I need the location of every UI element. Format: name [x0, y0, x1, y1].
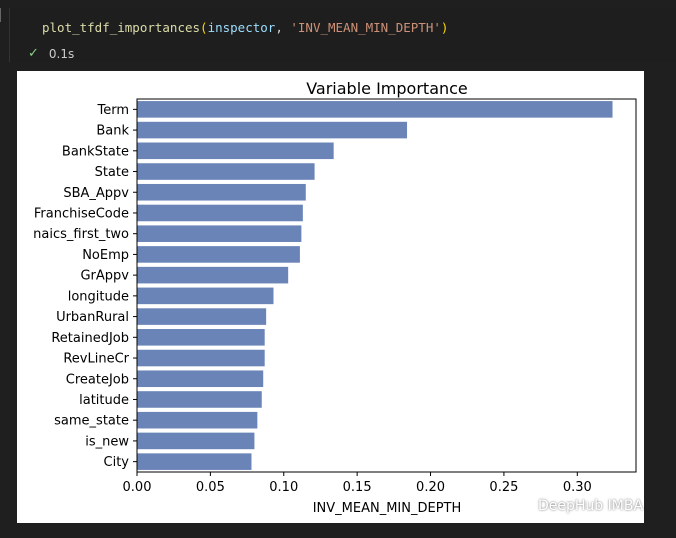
code-open-paren: ( — [200, 20, 208, 35]
y-tick-label: Term — [96, 103, 129, 118]
bar-Bank — [137, 121, 408, 139]
notebook-code-cell[interactable]: plot_tfdf_importances(inspector, 'INV_ME… — [9, 8, 676, 62]
y-tick-label: Bank — [96, 124, 129, 139]
y-tick-label: UrbanRural — [56, 310, 129, 325]
y-tick-label: naics_first_two — [33, 227, 129, 242]
cell-gutter-marker — [0, 8, 7, 22]
watermark-text: DeepHub IMBA — [538, 498, 644, 514]
code-line[interactable]: plot_tfdf_importances(inspector, 'INV_ME… — [42, 20, 448, 35]
code-arg-inspector: inspector — [207, 20, 276, 35]
bar-BankState — [137, 142, 334, 160]
code-function-name: plot_tfdf_importances — [42, 20, 201, 35]
bar-latitude — [137, 391, 262, 408]
execution-status: ✓ 0.1s — [28, 46, 74, 61]
x-tick-label: 0.30 — [563, 480, 592, 495]
code-arg-string: 'INV_MEAN_MIN_DEPTH' — [290, 20, 441, 35]
variable-importance-chart: Variable Importance Term Bank BankState Sta… — [33, 79, 637, 516]
y-tick-label: GrAppv — [80, 269, 129, 284]
plot-frame — [136, 98, 637, 473]
x-tick-label: 0.15 — [343, 480, 372, 495]
bar-longitude — [137, 287, 274, 305]
chart-title: Variable Importance — [306, 79, 468, 98]
y-tick-label: same_state — [54, 414, 129, 429]
bar-is_new — [137, 432, 255, 450]
bar-UrbanRural — [137, 308, 267, 325]
bar-State — [137, 163, 315, 180]
x-tick-label: 0.20 — [416, 480, 445, 495]
bar-RetainedJob — [137, 329, 265, 346]
y-tick-label: longitude — [68, 289, 129, 304]
bar-SBA_Appv — [137, 183, 306, 201]
bar-group — [137, 101, 613, 470]
y-tick-labels: Term Bank BankState State SBA_Appv FranchiseC… — [33, 103, 137, 470]
y-tick-label: NoEmp — [82, 248, 129, 263]
bar-CreateJob — [137, 370, 264, 388]
y-tick-label: latitude — [79, 393, 129, 408]
x-ticks: 0.00 0.05 0.10 0.15 0.20 0.25 0.30 — [123, 472, 592, 495]
x-tick-label: 0.00 — [123, 480, 152, 495]
code-close-paren: ) — [440, 20, 449, 35]
bar-naics_first_two — [137, 225, 302, 242]
cell-output: Variable Importance Term Bank BankState Sta… — [17, 71, 644, 523]
x-tick-label: 0.10 — [269, 480, 298, 495]
bar-GrAppv — [137, 266, 289, 284]
wechat-icon — [508, 496, 532, 515]
y-tick-label: City — [104, 455, 130, 470]
x-tick-label: 0.05 — [196, 480, 225, 495]
code-separator: , — [275, 20, 291, 35]
x-axis-label: INV_MEAN_MIN_DEPTH — [313, 501, 462, 516]
check-icon: ✓ — [28, 46, 39, 61]
y-tick-label: State — [95, 165, 129, 180]
y-tick-label: RevLineCr — [63, 352, 129, 367]
execution-time: 0.1s — [48, 46, 75, 61]
bar-RevLineCr — [137, 349, 265, 367]
bar-NoEmp — [137, 246, 300, 263]
y-tick-label: SBA_Appv — [63, 186, 129, 201]
y-tick-label: RetainedJob — [51, 331, 129, 346]
bar-same_state — [137, 411, 258, 429]
watermark: DeepHub IMBA — [508, 496, 643, 516]
y-tick-label: CreateJob — [66, 372, 129, 387]
bar-FranchiseCode — [137, 204, 303, 222]
bar-City — [137, 453, 252, 470]
x-tick-label: 0.25 — [489, 480, 518, 495]
y-tick-label: is_new — [85, 434, 129, 449]
bar-Term — [137, 101, 613, 118]
y-tick-label: BankState — [62, 144, 129, 159]
y-tick-label: FranchiseCode — [34, 206, 129, 221]
